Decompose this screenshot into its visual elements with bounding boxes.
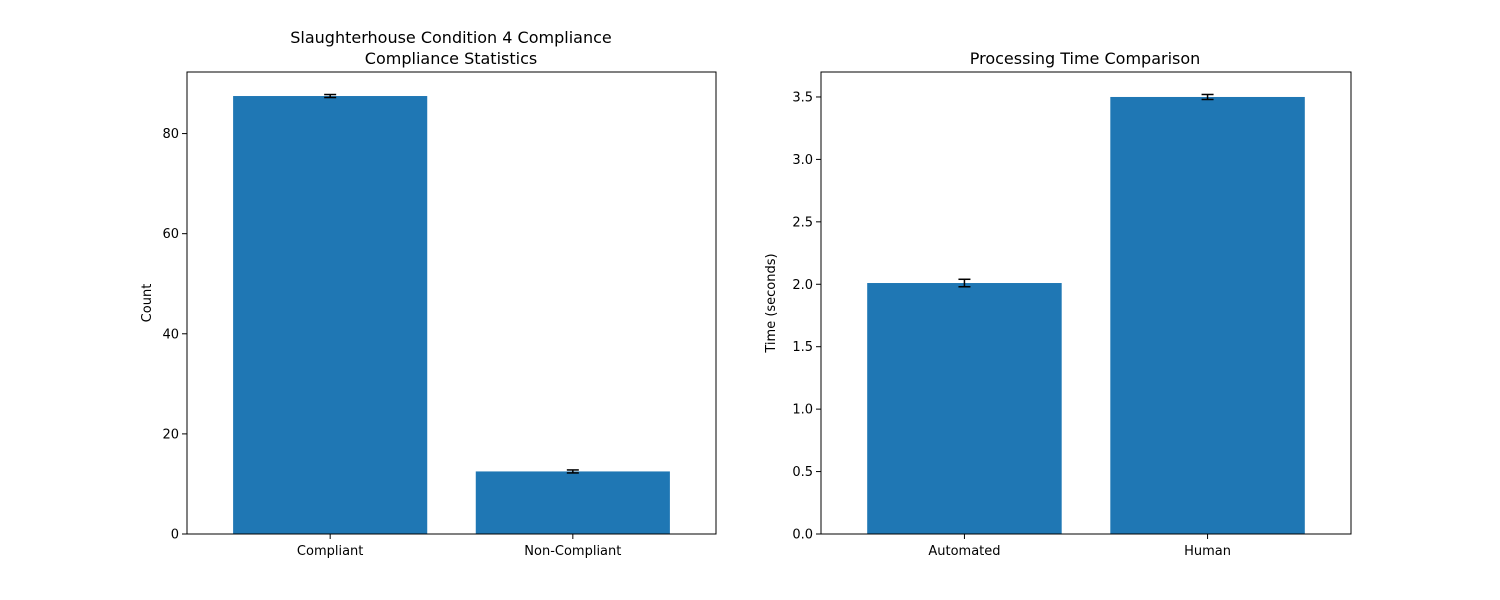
bar-human [1110,96,1305,535]
y-tick-label: 20 [162,427,179,442]
y-axis-label: Time (seconds) [764,253,779,353]
y-tick-label: 80 [162,127,179,142]
y-tick-label: 1.5 [792,340,813,355]
y-tick-label: 60 [162,227,179,242]
y-tick-label: 2.5 [792,215,813,230]
y-tick-label: 0 [171,528,179,543]
errorbar-human [1201,93,1214,101]
y-tick-label: 0.5 [792,465,813,480]
plot-area: 0.0 0.5 1.0 1.5 2.0 2.5 3.0 3.5 Automated Human Ti… [764,71,1352,559]
processing-time-chart: Processing Time Comparison 0.0 0.5 1.0 1.5 2… [764,49,1352,559]
y-tick-label: 3.5 [792,90,813,105]
x-tick-label: Human [1184,544,1231,559]
compliance-chart: Slaughterhouse Condition 4 Compliance Co… [140,28,717,559]
chart-title-line2: Compliance Statistics [365,49,537,68]
y-axis-label: Count [140,284,155,323]
axes-frame [186,71,717,535]
y-tick-label: 2.0 [792,278,813,293]
bar-automated [867,283,1062,534]
x-tick-label: Automated [928,544,1000,559]
axes-frame [820,71,1352,535]
y-tick-label: 40 [162,327,179,342]
y-tick-label: 1.0 [792,403,813,418]
x-tick-label: Compliant [297,544,363,559]
errorbar-non-compliant [566,469,579,474]
errorbar-compliant [324,93,337,99]
bar-non-compliant [475,471,670,534]
errorbar-automated [958,278,971,288]
bar-compliant [233,96,428,534]
chart-title: Processing Time Comparison [970,49,1201,68]
y-tick-label: 0.0 [792,528,813,543]
chart-title-line1: Slaughterhouse Condition 4 Compliance [290,28,611,47]
x-tick-label: Non-Compliant [524,544,621,559]
y-tick-label: 3.0 [792,153,813,168]
plot-area: 0 20 40 60 80 Compliant Non-Compliant Count [140,71,717,559]
